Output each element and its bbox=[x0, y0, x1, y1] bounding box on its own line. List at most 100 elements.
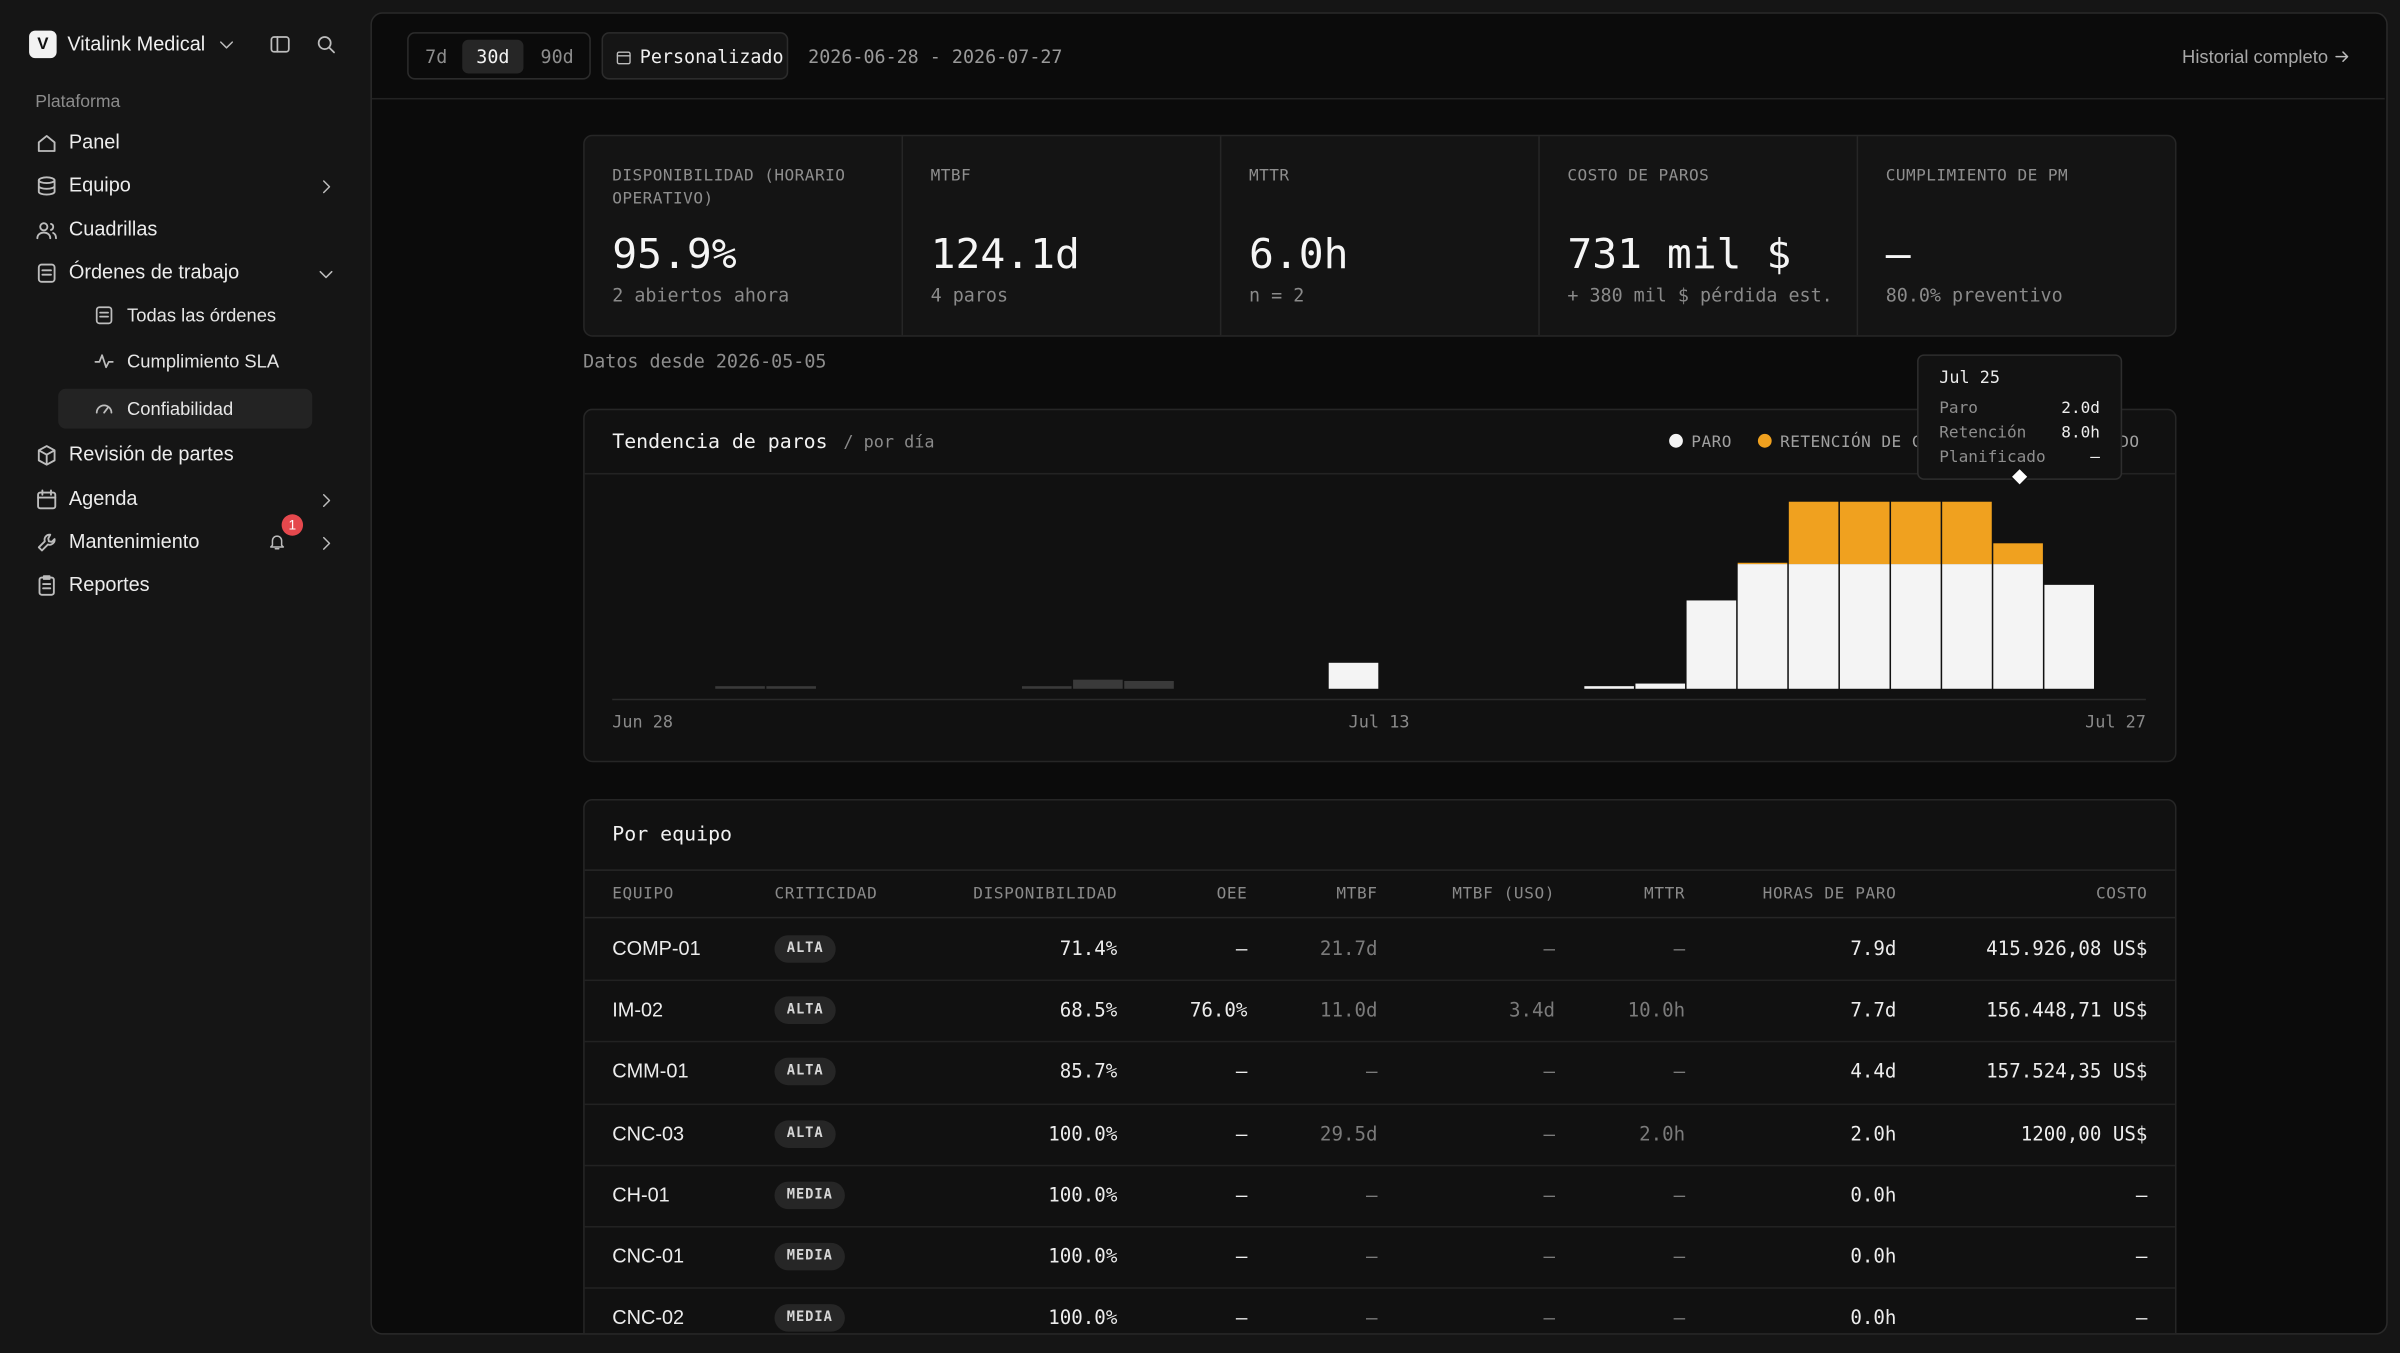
icon[interactable] bbox=[315, 34, 336, 55]
history-link[interactable]: Historial completo bbox=[2182, 45, 2329, 68]
bar-segment bbox=[1788, 564, 1839, 689]
column-header: MTTR bbox=[1644, 884, 1686, 904]
nav-item[interactable]: Mantenimiento bbox=[68, 529, 200, 553]
custom-button[interactable] bbox=[601, 32, 789, 80]
table-cell: — bbox=[1673, 936, 1686, 960]
bar-segment bbox=[1584, 686, 1634, 689]
icon[interactable] bbox=[317, 178, 335, 196]
table-cell: — bbox=[1543, 936, 1556, 960]
range-button[interactable]: 7d bbox=[425, 45, 448, 68]
row-divider bbox=[584, 979, 2175, 982]
table-cell: — bbox=[1673, 1305, 1686, 1329]
x-tick-label: Jul 13 bbox=[1349, 711, 1410, 731]
nav-item[interactable]: Equipo bbox=[68, 172, 131, 196]
column-header: COSTO bbox=[2095, 884, 2148, 904]
kpi-divider bbox=[1856, 136, 1859, 336]
table-cell: — bbox=[1366, 1059, 1378, 1083]
table-cell: — bbox=[1543, 1059, 1556, 1083]
table-cell: — bbox=[1543, 1305, 1556, 1329]
table-cell: 100.0% bbox=[1048, 1182, 1118, 1206]
nav-item[interactable]: Reportes bbox=[68, 572, 150, 596]
icon[interactable] bbox=[35, 131, 58, 154]
table-cell: — bbox=[1235, 1059, 1248, 1083]
icon[interactable] bbox=[317, 265, 335, 283]
org-name[interactable]: Vitalink Medical bbox=[67, 32, 206, 56]
kpi-label: CUMPLIMIENTO DE PM bbox=[1885, 166, 2069, 186]
nav-subitem[interactable]: Cumplimiento SLA bbox=[127, 350, 280, 372]
nav-item[interactable]: Cuadrillas bbox=[68, 217, 158, 241]
legend-label: PARO bbox=[1691, 432, 1732, 451]
bar-segment bbox=[1891, 501, 1941, 565]
table-cell: — bbox=[2135, 1305, 2148, 1329]
icon[interactable] bbox=[35, 487, 58, 510]
main-panel: 7d 30d 90d Personalizado 2026-06-28 - 2026-0… bbox=[370, 12, 2388, 1335]
kpi-value: 6.0h bbox=[1248, 231, 1349, 279]
nav-subitem[interactable]: Confiabilidad bbox=[127, 397, 234, 420]
bar-segment bbox=[1839, 501, 1890, 565]
icon[interactable] bbox=[35, 218, 58, 241]
table-cell: — bbox=[1366, 1305, 1378, 1329]
chart-subtitle: / por día bbox=[843, 431, 934, 451]
kpi-label: DISPONIBILIDAD (HORARIO OPERATIVO) bbox=[612, 166, 846, 209]
kpi-divider bbox=[1219, 136, 1222, 336]
table-cell: — bbox=[1235, 1121, 1248, 1145]
icon[interactable] bbox=[35, 261, 58, 284]
bar-segment bbox=[1993, 564, 2043, 689]
table-cell: — bbox=[1366, 1182, 1378, 1206]
custom-label[interactable]: Personalizado bbox=[639, 45, 784, 68]
nav-item[interactable]: Revisión de partes bbox=[68, 442, 234, 466]
tooltip-title: Jul 25 bbox=[1939, 367, 2000, 387]
kpi-sub: + 380 mil $ pérdida est. bbox=[1567, 284, 1833, 307]
kpi-value: 124.1d bbox=[930, 231, 1080, 279]
kpi-value: 731 mil $ bbox=[1567, 231, 1792, 279]
kpi-card bbox=[583, 134, 2177, 337]
table-cell: — bbox=[1673, 1059, 1686, 1083]
kpi-label: MTTR bbox=[1248, 166, 1290, 186]
icon[interactable] bbox=[217, 35, 235, 53]
table-cell: 7.7d bbox=[1850, 998, 1897, 1022]
icon[interactable] bbox=[93, 305, 114, 326]
range-button[interactable]: 30d bbox=[476, 45, 510, 68]
icon[interactable] bbox=[35, 443, 58, 466]
nav-item[interactable]: Panel bbox=[68, 130, 120, 154]
icon[interactable] bbox=[615, 48, 632, 65]
tooltip-label: Retención bbox=[1939, 423, 2026, 442]
nav-subitem[interactable]: Todas las órdenes bbox=[127, 304, 277, 327]
table-cell: 156.448,71 US$ bbox=[1986, 998, 2148, 1022]
icon[interactable] bbox=[35, 573, 58, 596]
nav-item[interactable]: Agenda bbox=[68, 486, 138, 510]
sidebar: V Vitalink Medical Plataforma Panel Equipo Cu… bbox=[0, 0, 370, 1353]
icon[interactable] bbox=[35, 174, 58, 197]
icon[interactable] bbox=[269, 34, 290, 55]
table-cell: 7.9d bbox=[1850, 936, 1897, 960]
icon[interactable] bbox=[268, 533, 286, 551]
org-logo[interactable]: V bbox=[29, 30, 57, 59]
icon[interactable] bbox=[93, 351, 114, 372]
equipment-name: COMP-01 bbox=[612, 936, 701, 960]
badge: 1 bbox=[281, 514, 304, 536]
kpi-sub: 2 abiertos ahora bbox=[612, 284, 790, 307]
row-divider bbox=[584, 1102, 2175, 1105]
table-cell: 0.0h bbox=[1850, 1182, 1897, 1206]
icon[interactable] bbox=[317, 491, 335, 509]
icon[interactable] bbox=[317, 534, 335, 552]
kpi-sub: n = 2 bbox=[1248, 284, 1305, 307]
column-header: EQUIPO bbox=[612, 884, 674, 904]
table-cell: 0.0h bbox=[1850, 1305, 1897, 1329]
bar-segment bbox=[1737, 564, 1788, 689]
table-cell: 1200,00 US$ bbox=[2020, 1121, 2148, 1145]
equipment-name: IM-02 bbox=[612, 998, 664, 1022]
icon[interactable] bbox=[93, 398, 114, 419]
table-cell: — bbox=[1235, 936, 1248, 960]
nav-item[interactable]: Órdenes de trabajo bbox=[68, 260, 240, 284]
bar-segment bbox=[715, 686, 765, 689]
table-cell: 21.7d bbox=[1319, 936, 1378, 960]
icon[interactable] bbox=[2333, 47, 2351, 65]
equipment-name: CNC-01 bbox=[612, 1244, 685, 1268]
criticality-badge: ALTA bbox=[774, 1058, 836, 1086]
criticality-badge: ALTA bbox=[774, 996, 836, 1025]
table-divider bbox=[584, 869, 2175, 871]
kpi-value: — bbox=[1885, 231, 1911, 279]
range-button[interactable]: 90d bbox=[540, 45, 574, 68]
icon[interactable] bbox=[35, 530, 58, 553]
